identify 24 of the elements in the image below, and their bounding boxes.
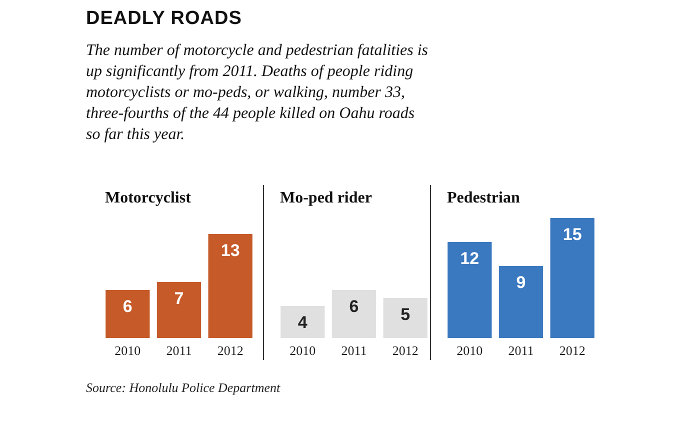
data-label: 15 [562, 225, 582, 244]
x-tick-label: 2010 [456, 343, 483, 358]
source-note: Source: Honolulu Police Department [86, 380, 280, 396]
x-tick-label: 2012 [392, 343, 418, 358]
data-label: 6 [349, 297, 359, 316]
chart-title: Pedestrian [447, 190, 520, 206]
x-tick-label: 2011 [341, 343, 367, 358]
chart-title: Motorcyclist [105, 190, 192, 206]
x-tick-label: 2012 [559, 343, 586, 358]
x-tick-label: 2011 [166, 343, 192, 358]
data-label: 4 [298, 313, 308, 332]
text: DEADLY ROADS [86, 8, 242, 30]
data-label: 9 [516, 273, 526, 292]
x-tick-label: 2011 [508, 343, 534, 358]
data-label: 13 [220, 241, 240, 260]
x-tick-label: 2010 [290, 343, 316, 358]
data-label: 6 [122, 297, 132, 316]
data-label: 7 [174, 289, 184, 308]
data-label: 12 [460, 249, 480, 268]
text: The number of motorcycle and pedestrian fatalities is up significantly from 2011. Deaths of people riding motorcyclists or mo-peds, or walking, number 33, three-fourths of the 44 people killed on Oahu roads so far this year. [86, 41, 430, 145]
x-tick-label: 2012 [217, 343, 244, 358]
x-tick-label: 2010 [114, 343, 141, 358]
data-label: 5 [400, 305, 410, 324]
chart-title: Mo-ped rider [280, 190, 372, 206]
